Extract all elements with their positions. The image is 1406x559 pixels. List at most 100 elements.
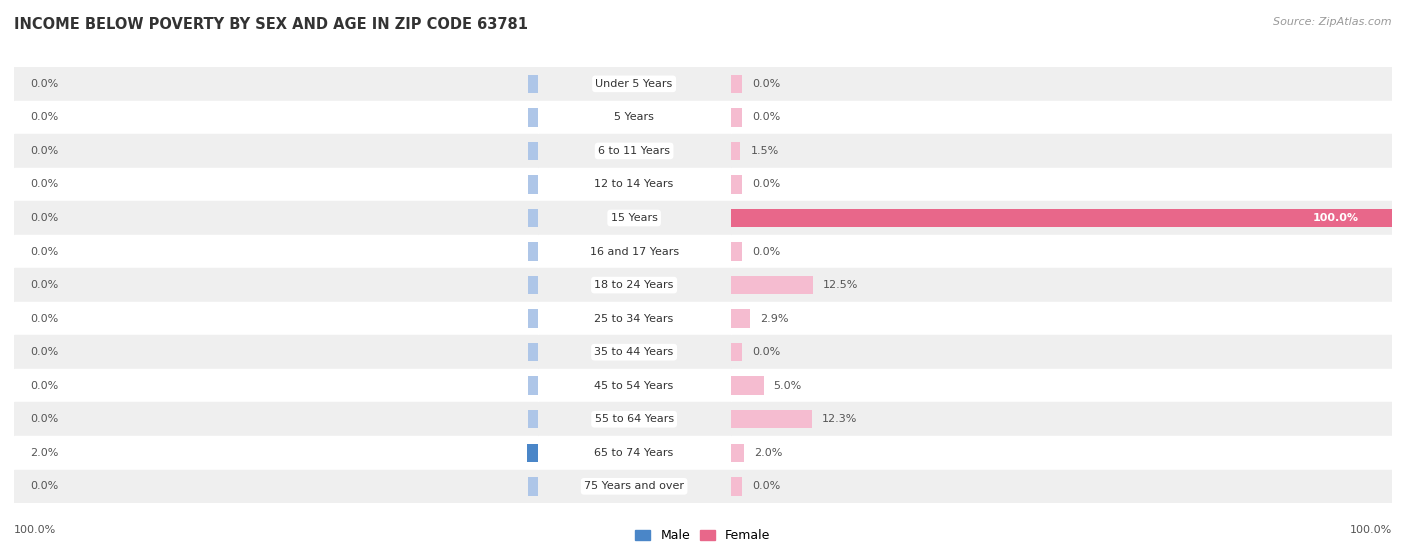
Bar [731, 142, 741, 160]
Bar [527, 444, 537, 462]
Text: 5.0%: 5.0% [773, 381, 801, 391]
Text: 0.0%: 0.0% [752, 179, 780, 190]
Bar [731, 108, 742, 126]
Bar [731, 436, 1392, 470]
Bar [529, 243, 537, 260]
Text: 15 Years: 15 Years [610, 213, 658, 223]
Text: 0.0%: 0.0% [752, 481, 780, 491]
Bar [537, 369, 731, 402]
Bar [731, 175, 742, 193]
Bar [529, 74, 537, 93]
Bar [529, 377, 537, 395]
Text: 2.0%: 2.0% [30, 448, 58, 458]
Bar [537, 470, 731, 503]
Bar [537, 201, 731, 235]
Text: 100.0%: 100.0% [1313, 213, 1358, 223]
Bar [731, 101, 1392, 134]
Bar [731, 243, 742, 260]
Bar [14, 134, 537, 168]
Text: 12.5%: 12.5% [823, 280, 859, 290]
Bar [529, 108, 537, 126]
Bar [731, 369, 1392, 402]
Bar [14, 335, 537, 369]
Text: 0.0%: 0.0% [30, 414, 58, 424]
Bar [14, 235, 537, 268]
Bar [14, 101, 537, 134]
Bar [731, 470, 1392, 503]
Bar [14, 268, 537, 302]
Bar [14, 201, 537, 235]
Bar [731, 343, 742, 361]
Bar [14, 67, 537, 101]
Bar [731, 302, 1392, 335]
Bar [537, 101, 731, 134]
Text: 65 to 74 Years: 65 to 74 Years [595, 448, 673, 458]
Text: Source: ZipAtlas.com: Source: ZipAtlas.com [1274, 17, 1392, 27]
Bar [537, 235, 731, 268]
Bar [529, 410, 537, 428]
Text: 0.0%: 0.0% [30, 347, 58, 357]
Text: 0.0%: 0.0% [30, 280, 58, 290]
Bar [731, 402, 1392, 436]
Bar [14, 369, 537, 402]
Bar [529, 477, 537, 496]
Bar [731, 444, 744, 462]
Text: 0.0%: 0.0% [30, 247, 58, 257]
Bar [14, 436, 537, 470]
Text: 0.0%: 0.0% [30, 481, 58, 491]
Bar [529, 310, 537, 328]
Text: Under 5 Years: Under 5 Years [596, 79, 672, 89]
Text: 35 to 44 Years: 35 to 44 Years [595, 347, 673, 357]
Bar [537, 134, 731, 168]
Bar [529, 175, 537, 193]
Bar [14, 402, 537, 436]
Text: 18 to 24 Years: 18 to 24 Years [595, 280, 673, 290]
Text: 0.0%: 0.0% [30, 381, 58, 391]
Bar [537, 168, 731, 201]
Bar [731, 67, 1392, 101]
Bar [529, 343, 537, 361]
Text: 0.0%: 0.0% [30, 112, 58, 122]
Text: 0.0%: 0.0% [752, 79, 780, 89]
Text: 16 and 17 Years: 16 and 17 Years [589, 247, 679, 257]
Text: 0.0%: 0.0% [30, 79, 58, 89]
Text: 2.0%: 2.0% [754, 448, 782, 458]
Text: 2.9%: 2.9% [759, 314, 789, 324]
Text: 12.3%: 12.3% [823, 414, 858, 424]
Text: 0.0%: 0.0% [752, 347, 780, 357]
Bar [731, 235, 1392, 268]
Bar [537, 67, 731, 101]
Bar [14, 168, 537, 201]
Text: 0.0%: 0.0% [30, 213, 58, 223]
Text: 12 to 14 Years: 12 to 14 Years [595, 179, 673, 190]
Text: 1.5%: 1.5% [751, 146, 779, 156]
Bar [731, 209, 1392, 227]
Bar [731, 201, 1392, 235]
Bar [731, 168, 1392, 201]
Text: 45 to 54 Years: 45 to 54 Years [595, 381, 673, 391]
Text: 6 to 11 Years: 6 to 11 Years [598, 146, 671, 156]
Bar [14, 302, 537, 335]
Text: 0.0%: 0.0% [752, 247, 780, 257]
Text: 55 to 64 Years: 55 to 64 Years [595, 414, 673, 424]
Bar [731, 268, 1392, 302]
Bar [537, 268, 731, 302]
Bar [731, 276, 813, 294]
Text: 75 Years and over: 75 Years and over [583, 481, 685, 491]
Bar [731, 310, 749, 328]
Legend: Male, Female: Male, Female [630, 524, 776, 547]
Bar [731, 377, 763, 395]
Bar [731, 477, 742, 496]
Text: 100.0%: 100.0% [14, 525, 56, 536]
Bar [537, 402, 731, 436]
Text: 5 Years: 5 Years [614, 112, 654, 122]
Bar [731, 134, 1392, 168]
Bar [529, 142, 537, 160]
Bar [731, 74, 742, 93]
Text: INCOME BELOW POVERTY BY SEX AND AGE IN ZIP CODE 63781: INCOME BELOW POVERTY BY SEX AND AGE IN Z… [14, 17, 529, 32]
Bar [537, 302, 731, 335]
Bar [14, 470, 537, 503]
Text: 0.0%: 0.0% [752, 112, 780, 122]
Text: 0.0%: 0.0% [30, 179, 58, 190]
Bar [529, 209, 537, 227]
